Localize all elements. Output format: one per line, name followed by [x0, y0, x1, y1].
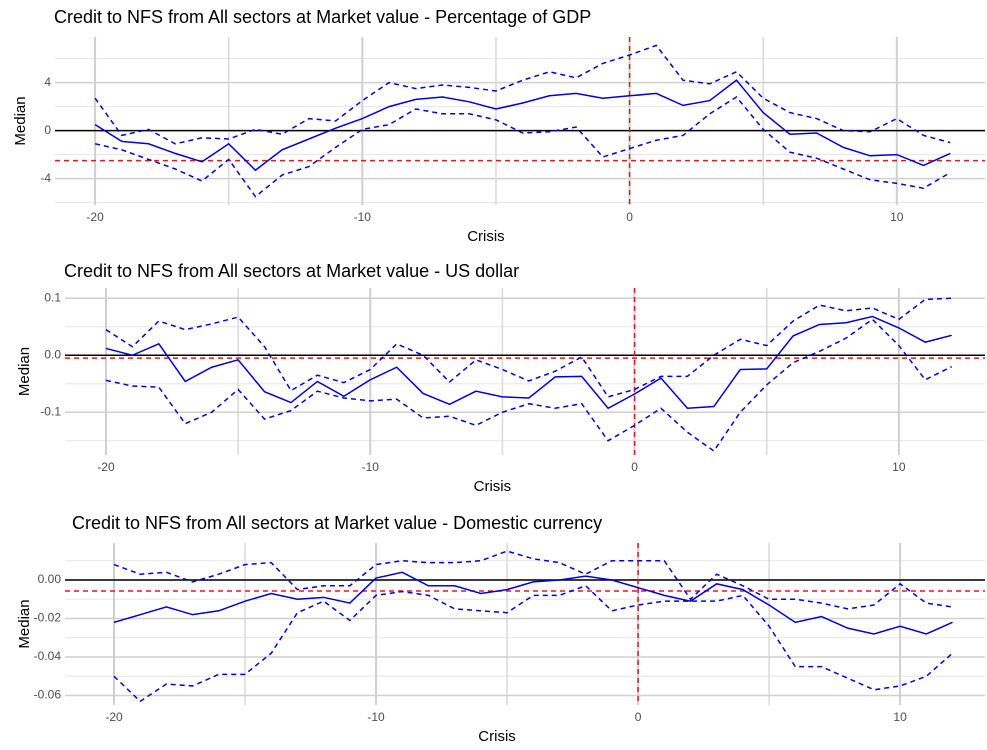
x-tick-label: -20: [97, 460, 115, 474]
y-tick-label: -4: [40, 171, 51, 185]
x-tick-label: 10: [890, 210, 904, 224]
series-line: [94, 44, 951, 145]
y-tick-label: -0.1: [40, 404, 61, 418]
series-line: [105, 318, 953, 453]
x-tick-label: -10: [367, 710, 385, 724]
series-line: [105, 297, 952, 398]
x-axis-title: Crisis: [474, 478, 512, 495]
series-line: [94, 96, 951, 198]
chart-title: Credit to NFS from All sectors at Market…: [64, 261, 519, 281]
x-tick-label: -20: [86, 210, 104, 224]
series-line: [105, 315, 952, 410]
x-tick-label: 10: [892, 460, 906, 474]
x-tick-label: -10: [354, 210, 372, 224]
series-line: [113, 550, 953, 610]
y-tick-label: 0.00: [38, 572, 62, 586]
x-axis-title: Crisis: [478, 728, 516, 745]
y-axis-title: Median: [12, 96, 29, 145]
x-tick-label: -20: [105, 710, 123, 724]
y-axis-title: Median: [16, 599, 33, 648]
y-tick-label: 0: [44, 123, 51, 137]
chart-title: Credit to NFS from All sectors at Market…: [72, 513, 602, 533]
series-line: [113, 584, 954, 703]
x-tick-label: 0: [635, 710, 642, 724]
y-axis-title: Median: [16, 347, 33, 396]
y-tick-label: -0.02: [34, 611, 62, 625]
x-tick-label: 0: [626, 210, 633, 224]
y-tick-label: -0.06: [34, 688, 62, 702]
series-line: [94, 79, 951, 172]
x-tick-label: -10: [362, 460, 380, 474]
y-tick-label: 0.1: [44, 290, 61, 304]
x-axis-title: Crisis: [467, 228, 505, 245]
y-tick-label: -0.04: [34, 649, 62, 663]
y-tick-label: 4: [44, 75, 51, 89]
chart-title: Credit to NFS from All sectors at Market…: [54, 7, 591, 27]
x-tick-label: 10: [893, 710, 907, 724]
x-tick-label: 0: [631, 460, 638, 474]
series-line: [113, 571, 953, 635]
y-tick-label: 0.0: [44, 347, 61, 361]
